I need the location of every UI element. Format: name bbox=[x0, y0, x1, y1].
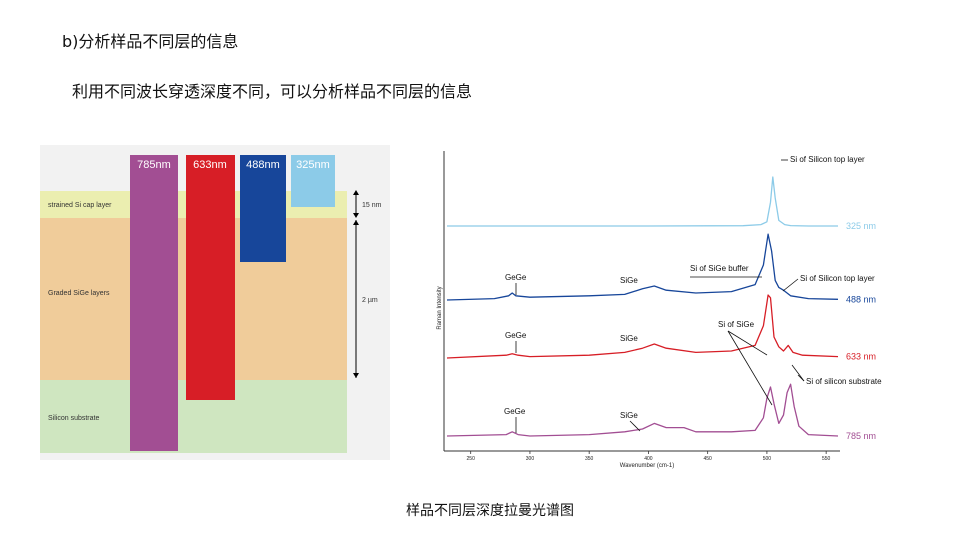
series-label-488-nm: 488 nm bbox=[846, 294, 876, 304]
annotation-pointer bbox=[791, 364, 805, 382]
beam-label-325: 325nm bbox=[296, 159, 330, 171]
dim-arrowhead bbox=[353, 373, 359, 378]
series-label-325-nm: 325 nm bbox=[846, 221, 876, 231]
x-tick-label: 350 bbox=[585, 456, 594, 462]
series-label-785-nm: 785 nm bbox=[846, 431, 876, 441]
layer-label-substrate: Silicon substrate bbox=[48, 415, 99, 422]
x-tick-label: 250 bbox=[467, 456, 476, 462]
section-description: 利用不同波长穿透深度不同，可以分析样品不同层的信息 bbox=[72, 82, 473, 101]
series-lines: 325 nm 488 nm 633 nm 785 nm bbox=[446, 176, 876, 441]
dim-arrowhead bbox=[353, 190, 359, 195]
annotation-488-si-top: Si of Silicon top layer bbox=[800, 274, 875, 283]
layer-label-sige: Graded SiGe layers bbox=[48, 290, 110, 297]
beam-785 bbox=[130, 155, 178, 451]
annotation-785-gege: GeGe bbox=[504, 407, 526, 416]
annotation-633-gege: GeGe bbox=[505, 331, 527, 340]
dim-arrowhead bbox=[353, 220, 359, 225]
raman-spectrum-svg: Raman Intensity Wavenumber (cm-1) 250 300… bbox=[437, 151, 882, 469]
annotation-785-sige: SiGe bbox=[620, 411, 638, 420]
series-line-633-nm bbox=[446, 294, 839, 359]
x-ticks: 250 300 350 400 450 500 550 bbox=[467, 451, 831, 462]
annotation-pointer bbox=[797, 374, 805, 382]
figure-caption: 样品不同层深度拉曼光谱图 bbox=[406, 503, 574, 519]
x-tick-label: 500 bbox=[763, 456, 772, 462]
series-label-633-nm: 633 nm bbox=[846, 352, 876, 362]
beam-325 bbox=[291, 155, 335, 207]
y-axis-label: Raman Intensity bbox=[437, 286, 443, 329]
annotation-pointer bbox=[727, 330, 768, 356]
annotation-si-of-sige: Si of SiGe bbox=[718, 320, 755, 329]
beam-633 bbox=[186, 155, 235, 400]
annotation-pointer bbox=[727, 330, 773, 406]
series-line-785-nm bbox=[446, 383, 839, 437]
x-tick-label: 550 bbox=[822, 456, 831, 462]
x-tick-label: 400 bbox=[644, 456, 653, 462]
annotation-325-si-top: Si of Silicon top layer bbox=[790, 155, 865, 164]
x-axis-label: Wavenumber (cm-1) bbox=[620, 463, 674, 469]
raman-spectrum-chart: Raman Intensity Wavenumber (cm-1) 250 300… bbox=[432, 143, 926, 473]
section-heading: b)分析样品不同层的信息 bbox=[62, 32, 239, 51]
beam-488 bbox=[240, 155, 286, 262]
dim-label-sige: 2 µm bbox=[362, 297, 378, 304]
beam-label-633: 633nm bbox=[193, 159, 227, 171]
annotation-488-sige-buffer: Si of SiGe buffer bbox=[690, 264, 749, 273]
series-line-325-nm bbox=[447, 176, 838, 227]
annotation-633-sige: SiGe bbox=[620, 334, 638, 343]
dim-arrowhead bbox=[353, 213, 359, 218]
x-tick-label: 450 bbox=[703, 456, 712, 462]
penetration-depth-svg: strained Si cap layer Graded SiGe layers… bbox=[40, 155, 382, 453]
dim-label-cap: 15 nm bbox=[362, 202, 382, 209]
annotation-488-gege: GeGe bbox=[505, 273, 527, 282]
annotation-488-sige: SiGe bbox=[620, 276, 638, 285]
penetration-depth-diagram: strained Si cap layer Graded SiGe layers… bbox=[40, 145, 390, 460]
x-tick-label: 300 bbox=[526, 456, 535, 462]
beam-label-488: 488nm bbox=[246, 159, 280, 171]
annotation-pointer bbox=[782, 278, 799, 292]
annotation-si-substrate: Si of silicon substrate bbox=[806, 377, 882, 386]
annotation-pointer bbox=[629, 420, 641, 432]
layer-label-cap: strained Si cap layer bbox=[48, 202, 112, 209]
beam-label-785: 785nm bbox=[137, 159, 171, 171]
series-line-488-nm bbox=[446, 233, 839, 301]
